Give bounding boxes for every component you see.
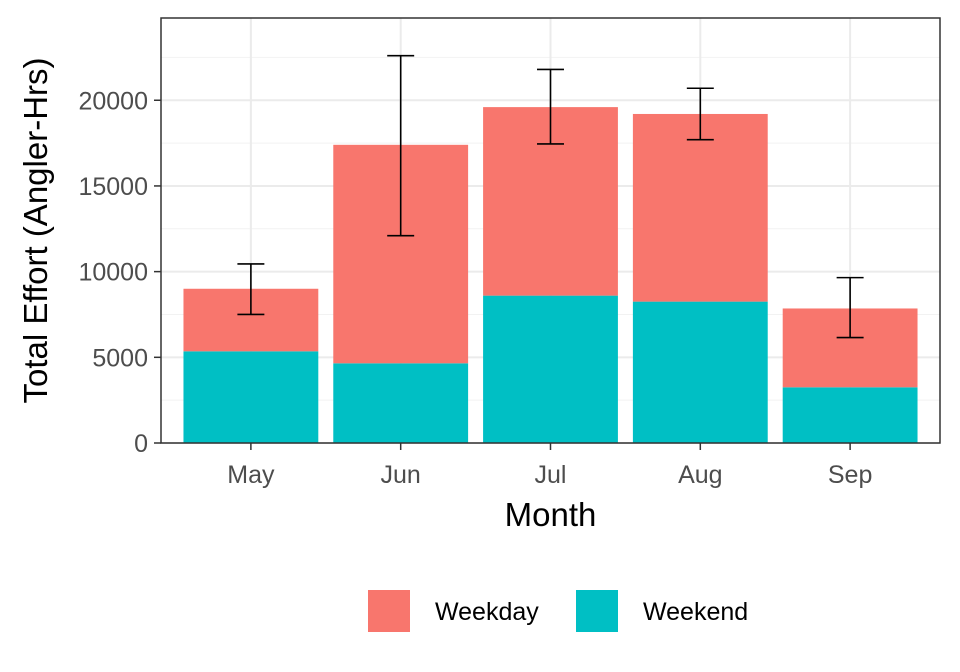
- bar-weekend-may: [183, 351, 319, 443]
- legend-label-weekend: Weekend: [643, 598, 748, 626]
- error-bar-sep: [836, 276, 864, 339]
- error-bar-jun: [387, 54, 415, 237]
- legend-item-weekday: Weekday: [368, 590, 539, 632]
- bar-weekend-sep: [782, 387, 918, 443]
- legend: Weekday Weekend: [368, 590, 748, 632]
- bars: [183, 107, 918, 443]
- bar-weekend-jul: [483, 295, 618, 443]
- x-tick-label-jul: Jul: [535, 461, 567, 489]
- bar-weekend-jun: [333, 363, 469, 443]
- error-bar-aug: [686, 87, 714, 141]
- y-tick-label: 10000: [78, 259, 148, 287]
- y-axis: 0 5000 10000 15000 20000: [78, 87, 161, 458]
- error-bar-may: [237, 263, 265, 316]
- y-tick-label: 15000: [78, 173, 148, 201]
- x-axis: May Jun Jul Aug Sep: [227, 443, 872, 489]
- x-tick-label-aug: Aug: [678, 461, 722, 489]
- bar-weekday-aug: [632, 113, 768, 302]
- x-axis-title: Month: [505, 496, 597, 533]
- y-axis-title: Total Effort (Angler-Hrs): [17, 58, 54, 404]
- error-bars: [237, 54, 864, 339]
- legend-label-weekday: Weekday: [435, 598, 539, 626]
- legend-key-weekday: [368, 590, 410, 632]
- y-tick-label: 0: [134, 430, 148, 458]
- x-tick-label-jun: Jun: [381, 461, 421, 489]
- error-bar-jul: [537, 68, 564, 145]
- x-tick-label-may: May: [227, 461, 275, 489]
- legend-key-weekend: [576, 590, 618, 632]
- bar-weekend-aug: [632, 301, 768, 443]
- y-tick-label: 20000: [78, 87, 148, 115]
- legend-item-weekend: Weekend: [576, 590, 748, 632]
- x-tick-label-sep: Sep: [828, 461, 872, 489]
- y-tick-label: 5000: [92, 344, 148, 372]
